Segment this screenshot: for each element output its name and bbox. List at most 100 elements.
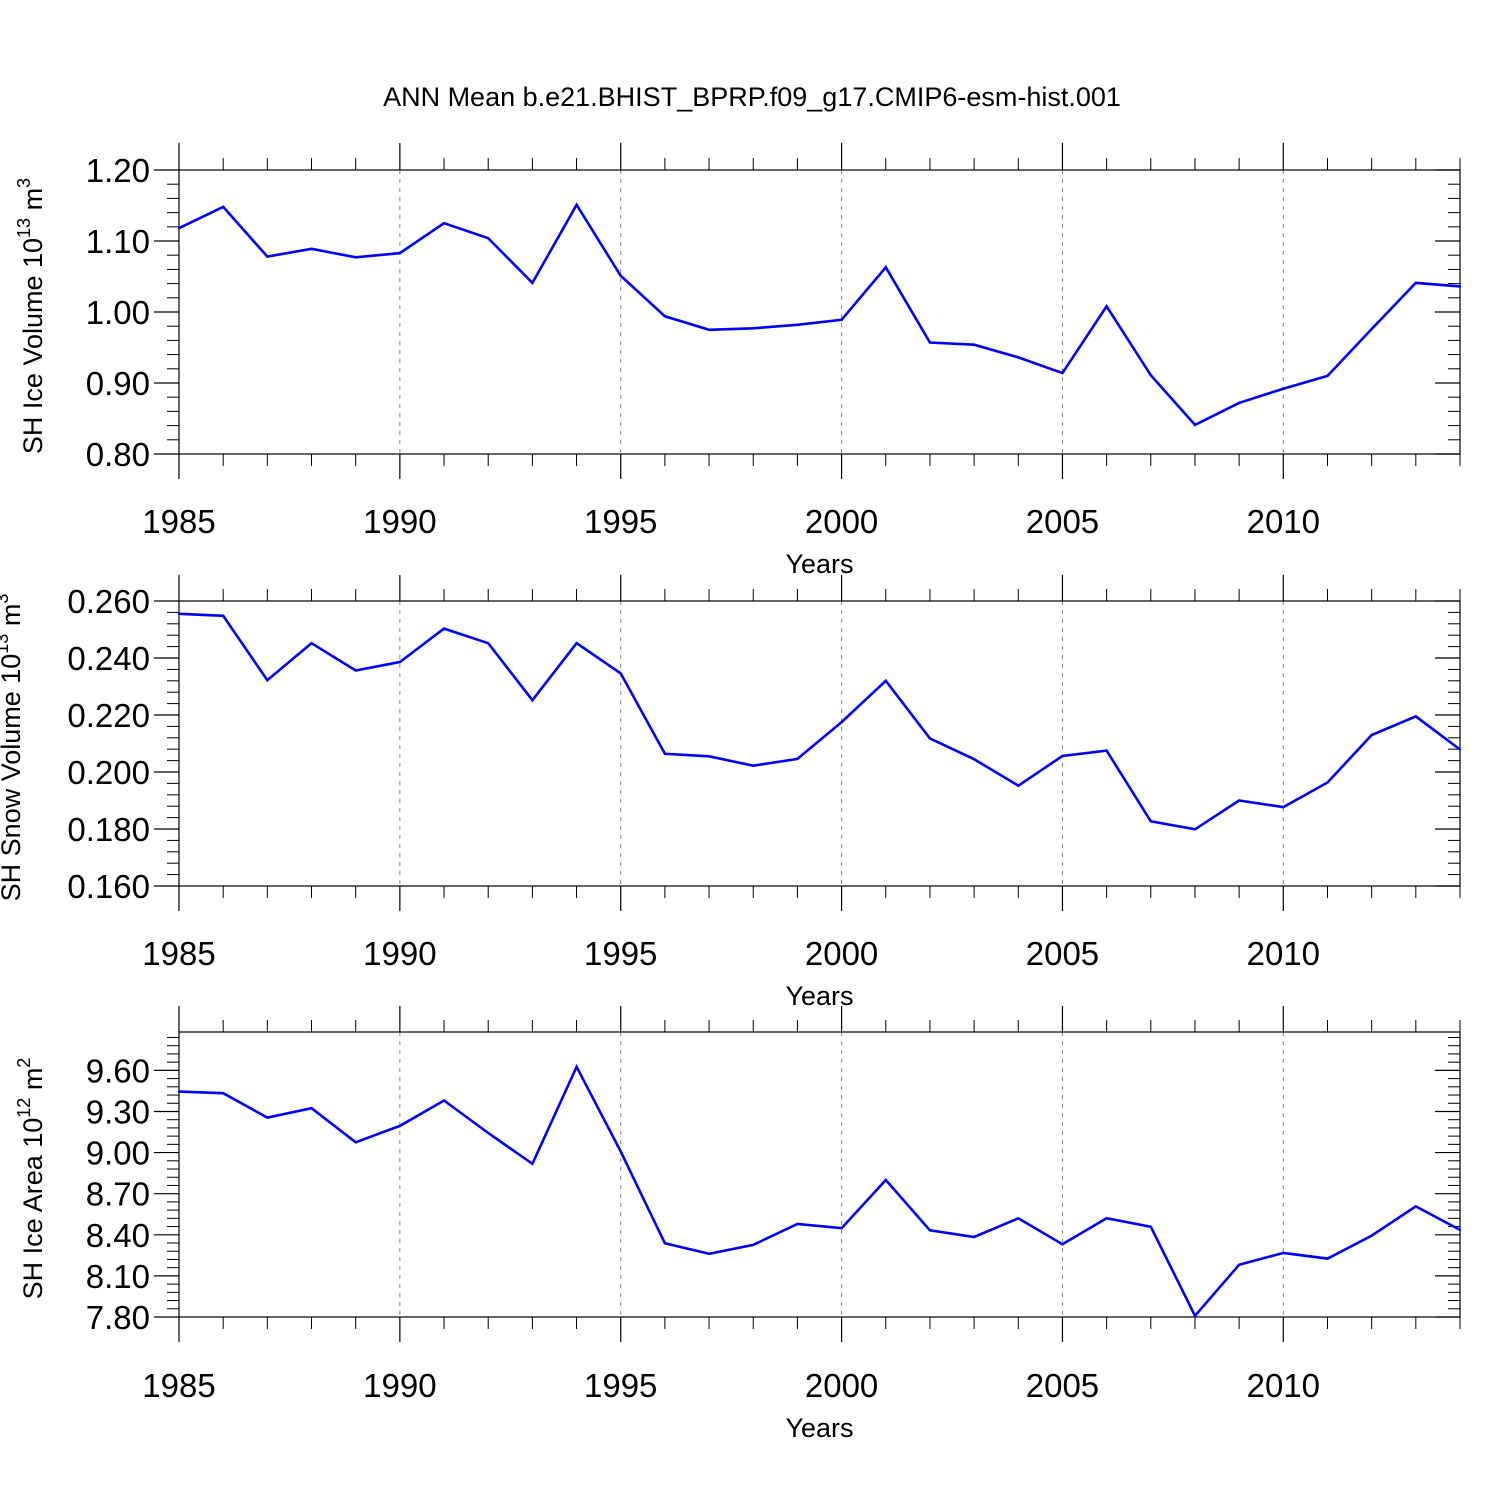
data-point [619,672,622,675]
x-tick-label: 2000 [805,935,878,972]
data-point [310,641,313,645]
data-point [840,720,843,724]
data-point [487,236,490,240]
data-point [1326,1257,1329,1260]
data-point [884,266,887,269]
data-point [354,669,357,672]
data-point [487,1131,490,1135]
y-tick-label: 1.20 [86,152,150,189]
y-axis-title-main: SH Snow Volume 10 [0,654,26,902]
x-tick-label: 1990 [363,1367,436,1404]
data-point [221,614,225,618]
data-point [1105,749,1108,752]
x-tick-label: 2010 [1247,935,1320,972]
data-point [310,247,313,251]
data-point [1282,1251,1285,1255]
x-tick-label: 1995 [584,1367,657,1404]
y-axis-title-unit: m [0,604,26,634]
y-tick-label: 0.160 [67,868,150,905]
y-axis-title-unit: m [18,188,48,218]
y-tick-label: 8.10 [86,1258,150,1295]
data-point [796,1222,799,1226]
x-tick-label: 2000 [805,503,878,540]
data-point [1237,401,1241,405]
data-point [1061,754,1064,758]
data-point [442,627,446,630]
data-point [266,679,269,682]
figure-title: ANN Mean b.e21.BHIST_BPRP.f09_g17.CMIP6-… [383,82,1121,112]
y-tick-label: 1.10 [86,223,150,260]
x-tick-label: 2010 [1247,1367,1320,1404]
data-point [1458,748,1462,751]
data-point [398,1124,402,1128]
data-point [442,1099,446,1102]
data-point [1414,715,1418,718]
y-tick-label: 9.60 [86,1052,150,1089]
x-axis-title: Years [785,549,853,579]
data-point [707,328,711,331]
data-point [1370,327,1373,331]
x-tick-label: 2010 [1247,503,1320,540]
data-point [752,764,755,767]
data-point [531,281,534,285]
x-tick-label: 1985 [142,503,215,540]
data-point [266,1116,269,1119]
data-point [442,222,446,225]
y-tick-label: 8.70 [86,1176,150,1213]
data-point [575,203,578,206]
data-point [1237,799,1241,802]
y-tick-label: 0.180 [67,811,150,848]
y-tick-label: 0.90 [86,365,150,402]
data-point [619,274,622,277]
y-tick-label: 9.00 [86,1135,150,1172]
y-tick-label: 7.80 [86,1299,150,1336]
data-point [177,1090,181,1093]
data-point [575,1065,578,1069]
chart-panel-3: 1985 1990 1995 2000 2005 2010 Years 7.80 8.10 8.4… [14,1006,1462,1443]
data-point [531,1162,534,1166]
data-point [707,1252,711,1256]
y-axis-title-exponent: 12 [14,1098,34,1118]
y-axis-title-exponent: 13 [0,634,12,654]
y-axis-title-exponent: 13 [14,218,34,238]
data-point [972,757,976,761]
data-point [1149,820,1152,823]
plot-frame [178,1031,1461,1318]
y-tick-label: 0.220 [67,697,150,734]
y-axis-title-unit-exponent: 3 [14,178,34,188]
data-point [1414,1205,1418,1208]
y-axis-title-main: SH Ice Area 10 [18,1118,48,1300]
series-line [178,612,1461,831]
data-point [1149,373,1152,377]
y-tick-label: 0.80 [86,436,150,473]
data-point [1193,828,1197,831]
data-point [221,1092,225,1095]
data-point [884,679,887,682]
data-point [840,1227,843,1230]
x-tick-label: 2000 [805,1367,878,1404]
data-point [663,752,667,755]
y-tick-label: 8.40 [86,1217,150,1254]
data-point [928,341,932,344]
data-point [1061,371,1064,375]
data-point [1193,1314,1197,1317]
data-point [1017,356,1020,359]
data-point [752,327,755,330]
data-point [972,1235,976,1239]
x-tick-label: 1990 [363,503,436,540]
chart-panel-1: 1985 1990 1995 2000 2005 2010 Years 0.80 0.90 1.0… [14,143,1462,579]
x-tick-label: 1985 [142,1367,215,1404]
data-point [354,1141,357,1144]
data-point [1282,387,1285,390]
data-point [928,1229,932,1232]
data-point [663,315,667,318]
y-tick-label: 0.260 [67,583,150,620]
data-point [221,205,225,209]
data-point [177,612,181,616]
data-point [1326,781,1329,784]
data-point [487,641,490,645]
data-point [1326,374,1329,378]
data-point [796,323,799,326]
